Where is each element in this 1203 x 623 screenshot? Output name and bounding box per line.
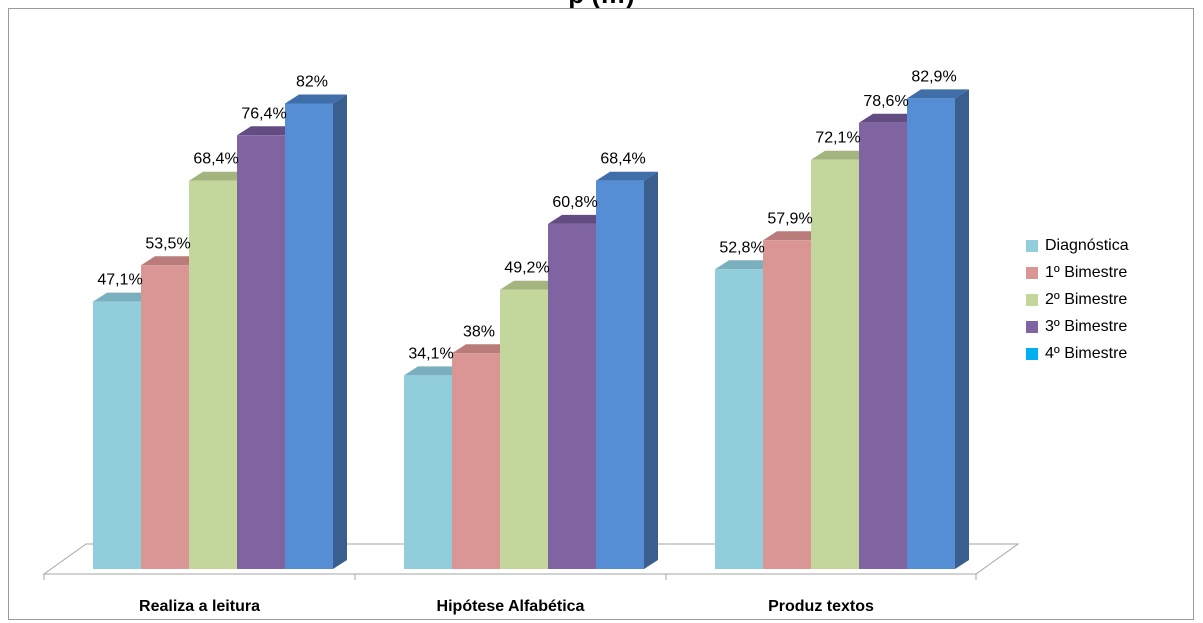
legend-item: 1º Bimestre (1026, 259, 1129, 286)
bar-top (141, 256, 203, 266)
bar-front (596, 180, 644, 569)
bar-top (237, 126, 299, 136)
bar-top (907, 89, 969, 99)
bar-front (907, 98, 955, 569)
category-label: Realiza a leitura (139, 598, 260, 615)
data-label: 78,6% (863, 93, 908, 110)
legend-item: 2º Bimestre (1026, 286, 1129, 313)
legend-swatch (1026, 347, 1038, 360)
bar-front (763, 240, 811, 569)
chart-title: p (…) (0, 0, 1203, 10)
x-axis-labels: Realiza a leitura Hipótese Alfabética Prod… (139, 598, 874, 615)
bar-front (141, 265, 189, 569)
legend-item: 4º Bimestre (1026, 340, 1129, 367)
bar-top (811, 150, 873, 160)
legend-label: Diagnóstica (1045, 236, 1129, 254)
bar-top (500, 280, 562, 290)
data-label: 68,4% (600, 151, 645, 168)
bar-top (859, 113, 921, 123)
legend: Diagnóstica 1º Bimestre 2º Bimestre 3º Bime… (1026, 232, 1129, 367)
bar (596, 171, 658, 569)
data-label: 68,4% (193, 151, 238, 168)
bar-top (715, 260, 777, 270)
bar-side (644, 171, 658, 569)
bar-front (548, 223, 596, 569)
data-label: 57,9% (767, 210, 812, 227)
bar-front (715, 269, 763, 569)
legend-swatch (1026, 293, 1038, 306)
bar-front (189, 180, 237, 569)
x-axis-ticks (43, 574, 977, 580)
bar-front (859, 122, 907, 570)
bar-front (452, 353, 500, 569)
data-label: 60,8% (552, 194, 597, 211)
category-label: Hipótese Alfabética (437, 598, 585, 615)
legend-swatch (1026, 320, 1038, 333)
bar (907, 89, 969, 569)
legend-label: 2º Bimestre (1045, 290, 1128, 308)
data-label: 47,1% (97, 272, 142, 289)
bar-top (189, 171, 251, 181)
bar (285, 94, 347, 569)
category-label: Produz textos (768, 598, 874, 615)
bar-top (548, 214, 610, 224)
bar-top (763, 231, 825, 241)
data-label: 34,1% (408, 345, 453, 362)
data-label: 82% (296, 74, 328, 91)
bar-side (333, 94, 347, 569)
bar-front (500, 289, 548, 569)
data-label: 76,4% (241, 105, 286, 122)
legend-item: Diagnóstica (1026, 232, 1129, 259)
bar-front (237, 135, 285, 570)
data-label: 72,1% (815, 130, 860, 147)
data-label: 53,5% (145, 235, 190, 252)
data-label: 82,9% (911, 68, 956, 85)
bar-front (285, 103, 333, 569)
legend-swatch (1026, 266, 1038, 279)
legend-label: 4º Bimestre (1045, 344, 1128, 362)
data-labels: 47,1% 53,5% 68,4% 76,4% 82% 34,1% 38% 49,2% 60,8… (97, 68, 956, 362)
data-label: 52,8% (719, 239, 764, 256)
legend-label: 3º Bimestre (1045, 317, 1128, 335)
bar (715, 260, 777, 569)
bar-top (596, 171, 658, 181)
legend-item: 3º Bimestre (1026, 313, 1129, 340)
bar-front (404, 375, 452, 569)
bar-series (93, 89, 969, 570)
bar-front (811, 159, 859, 569)
data-label: 38% (463, 323, 495, 340)
bar-side (955, 89, 969, 569)
data-label: 49,2% (504, 260, 549, 277)
bar-top (452, 344, 514, 354)
legend-swatch (1026, 239, 1038, 252)
bar-top (93, 292, 155, 302)
bar-front (93, 301, 141, 569)
bar-top (285, 94, 347, 104)
bar-top (404, 366, 466, 376)
legend-label: 1º Bimestre (1045, 263, 1128, 281)
